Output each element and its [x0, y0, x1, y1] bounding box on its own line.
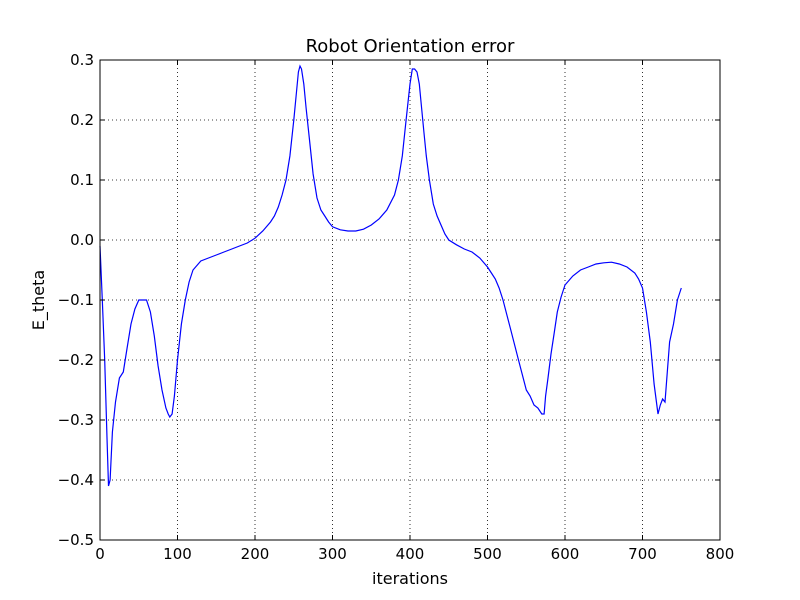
- y-axis-title: E_theta: [29, 270, 49, 330]
- y-tick-label: −0.1: [58, 291, 94, 309]
- x-tick-label: 200: [241, 545, 270, 563]
- x-tick-label: 500: [473, 545, 502, 563]
- y-tick-label: −0.3: [58, 411, 94, 429]
- x-tick-label: 600: [551, 545, 580, 563]
- series-line-e-theta: [99, 64, 682, 487]
- x-tick-label: 400: [396, 545, 425, 563]
- x-tick-label: 0: [95, 545, 105, 563]
- chart-title: Robot Orientation error: [306, 36, 515, 57]
- y-tick-label: −0.4: [58, 471, 94, 489]
- y-tick-label: 0.3: [70, 51, 94, 69]
- x-tick-label: 800: [706, 545, 735, 563]
- grid-lines: [100, 60, 720, 540]
- y-tick-label: 0.1: [70, 171, 94, 189]
- x-tick-label: 100: [163, 545, 192, 563]
- y-tick-label: 0.0: [70, 231, 94, 249]
- y-tick-label: −0.2: [58, 351, 94, 369]
- y-tick-label: 0.2: [70, 111, 94, 129]
- axis-ticks: 0 100 200 300 400 500 600 700 800 −0.5 −0.4 −0.3 −0.…: [58, 51, 735, 563]
- y-tick-label: −0.5: [58, 531, 94, 549]
- x-tick-label: 700: [628, 545, 657, 563]
- x-axis-title: iterations: [372, 569, 448, 588]
- series-layer: [99, 64, 682, 487]
- x-tick-label: 300: [318, 545, 347, 563]
